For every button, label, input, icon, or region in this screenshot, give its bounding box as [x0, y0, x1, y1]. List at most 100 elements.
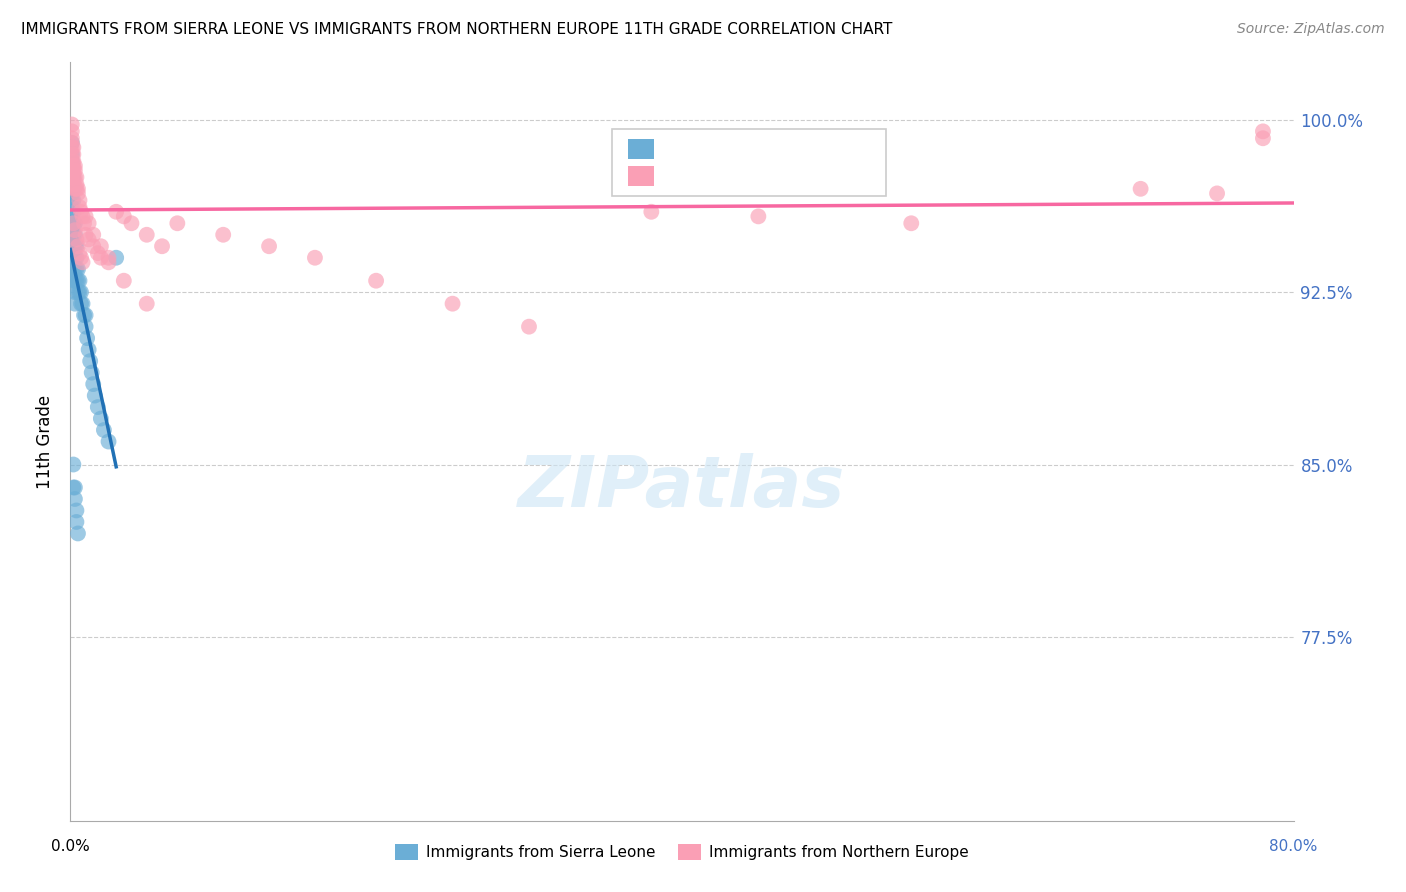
- Point: [135, 227, 157, 242]
- Point: [60, 163, 83, 178]
- Point: [62, 170, 84, 185]
- Point: [73, 216, 96, 230]
- Point: [62, 239, 84, 253]
- Point: [63, 285, 86, 300]
- Point: [62, 251, 84, 265]
- Point: [63, 491, 86, 506]
- Point: [166, 216, 188, 230]
- Point: [121, 216, 143, 230]
- Point: [63, 262, 86, 277]
- Point: [60, 200, 83, 214]
- Point: [63, 251, 86, 265]
- Point: [82, 377, 104, 392]
- Point: [517, 319, 540, 334]
- Text: Source: ZipAtlas.com: Source: ZipAtlas.com: [1237, 22, 1385, 37]
- Point: [63, 296, 86, 310]
- Point: [63, 227, 86, 242]
- Point: [60, 170, 83, 185]
- Text: 0.213: 0.213: [696, 140, 752, 158]
- Point: [87, 246, 110, 260]
- Point: [60, 136, 83, 150]
- Point: [62, 159, 84, 173]
- Point: [75, 319, 97, 334]
- Point: [62, 216, 84, 230]
- Point: [80, 366, 103, 380]
- Point: [366, 274, 388, 288]
- Point: [60, 159, 83, 173]
- Point: [77, 232, 100, 246]
- Point: [90, 251, 112, 265]
- Point: [75, 308, 97, 322]
- Point: [60, 251, 83, 265]
- Point: [60, 178, 83, 192]
- Point: [63, 223, 86, 237]
- Point: [63, 481, 86, 495]
- Point: [60, 210, 83, 224]
- Point: [62, 170, 84, 185]
- Point: [69, 246, 91, 260]
- Point: [70, 204, 93, 219]
- Point: [63, 159, 86, 173]
- Point: [60, 163, 83, 178]
- Point: [62, 154, 84, 169]
- Point: [75, 210, 97, 224]
- Point: [97, 255, 120, 269]
- Point: [63, 182, 86, 196]
- Point: [105, 251, 128, 265]
- Point: [79, 354, 101, 368]
- Point: [65, 262, 87, 277]
- Point: [63, 163, 86, 178]
- Point: [69, 194, 91, 208]
- Point: [441, 296, 464, 310]
- Point: [62, 216, 84, 230]
- Text: R =: R =: [662, 167, 699, 185]
- Point: [60, 223, 83, 237]
- Point: [72, 255, 94, 269]
- Point: [66, 182, 89, 196]
- Point: [62, 481, 84, 495]
- Point: [60, 182, 83, 196]
- Point: [73, 308, 96, 322]
- Point: [60, 239, 83, 253]
- Point: [63, 170, 86, 185]
- Point: [65, 239, 87, 253]
- Point: [75, 227, 97, 242]
- Point: [1251, 131, 1274, 145]
- Point: [60, 170, 83, 185]
- Point: [62, 262, 84, 277]
- Point: [60, 232, 83, 246]
- Point: [76, 331, 98, 345]
- Point: [69, 285, 91, 300]
- Point: [97, 434, 120, 449]
- Point: [112, 274, 135, 288]
- Point: [60, 154, 83, 169]
- Point: [65, 274, 87, 288]
- Point: [60, 140, 83, 154]
- Text: N =: N =: [749, 140, 786, 158]
- Point: [900, 216, 922, 230]
- Y-axis label: 11th Grade: 11th Grade: [37, 394, 55, 489]
- Point: [62, 204, 84, 219]
- Point: [72, 210, 94, 224]
- Text: 71: 71: [785, 140, 810, 158]
- Point: [65, 503, 87, 517]
- Point: [77, 343, 100, 357]
- Text: N =: N =: [749, 167, 786, 185]
- Point: [62, 163, 84, 178]
- Point: [62, 194, 84, 208]
- Point: [60, 186, 83, 201]
- Point: [150, 239, 173, 253]
- Point: [65, 170, 87, 185]
- Point: [257, 239, 280, 253]
- Point: [60, 136, 83, 150]
- Point: [66, 274, 89, 288]
- Point: [70, 251, 93, 265]
- Point: [105, 204, 128, 219]
- Point: [62, 182, 84, 196]
- Point: [212, 227, 235, 242]
- Point: [66, 262, 89, 277]
- Text: ZIPatlas: ZIPatlas: [519, 452, 845, 522]
- Point: [640, 204, 662, 219]
- Text: 0.039: 0.039: [696, 167, 752, 185]
- Point: [62, 140, 84, 154]
